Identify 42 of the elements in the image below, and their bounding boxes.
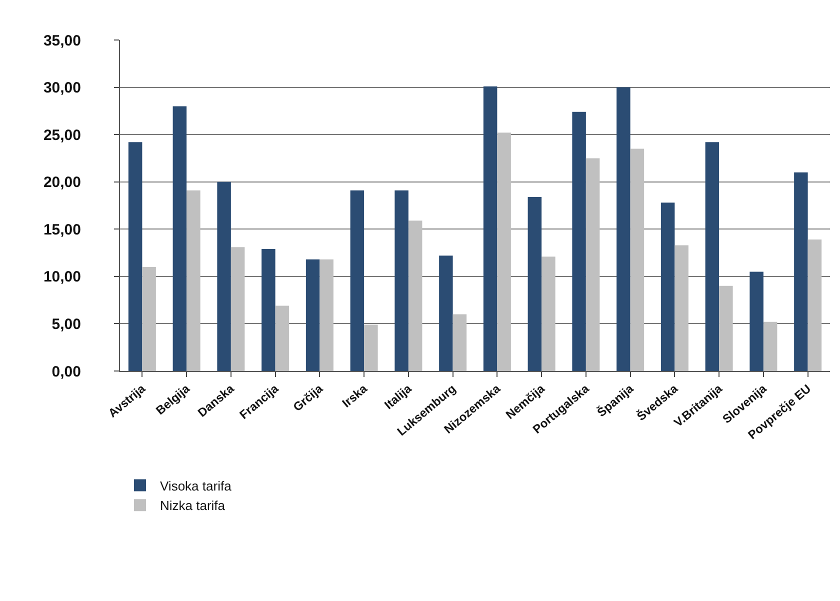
bar [572,112,586,371]
bar [452,314,467,371]
bar [630,148,644,371]
bar [142,266,156,371]
legend-label: Nizka tarifa [160,498,226,514]
y-tick-label: 10,00 [43,268,81,286]
bar [172,106,187,371]
bar [808,240,822,371]
bar [275,306,290,371]
y-tick-label: 5,00 [52,316,81,333]
bar [262,249,276,371]
bar [616,87,630,371]
bar [350,190,364,371]
bar [394,190,408,371]
bar [763,322,778,371]
bar [705,142,720,371]
y-tick-label: 30,00 [43,80,81,97]
bar [439,256,453,371]
y-tick-label: 0,00 [52,363,81,380]
bar [660,202,675,371]
bar [408,220,422,371]
bar [483,86,498,371]
bar [528,196,542,371]
y-tick-label: 15,00 [43,221,81,238]
bar [586,158,600,371]
bar [794,172,808,371]
bar [320,259,334,371]
bar [364,324,378,371]
bar [497,132,511,371]
bar [674,245,688,371]
bar [230,247,245,371]
bar [750,272,764,371]
bar [542,256,556,371]
legend-label: Visoka tarifa [160,478,232,494]
bar [186,190,200,371]
y-tick-label: 20,00 [43,174,81,192]
bar [306,259,320,371]
bar [719,286,733,371]
y-tick-label: 25,00 [43,126,81,144]
bar [128,142,142,371]
y-tick-label: 35,00 [43,32,81,50]
bar [217,182,231,371]
